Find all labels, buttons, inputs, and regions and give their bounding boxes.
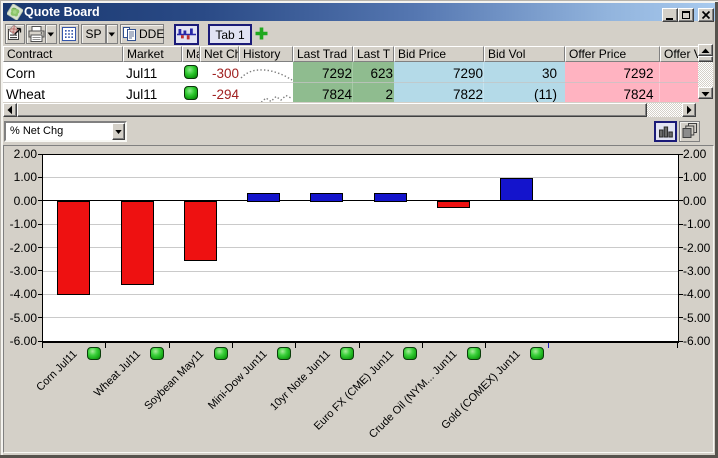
svg-text:Mini-Dow Jun11: Mini-Dow Jun11 <box>206 348 270 412</box>
svg-text:Wheat Jul11: Wheat Jul11 <box>92 348 143 399</box>
svg-text:Corn Jul11: Corn Jul11 <box>34 348 80 394</box>
svg-text:10yr Note Jun11: 10yr Note Jun11 <box>268 348 333 413</box>
svg-text:Soybean May11: Soybean May11 <box>142 348 206 412</box>
